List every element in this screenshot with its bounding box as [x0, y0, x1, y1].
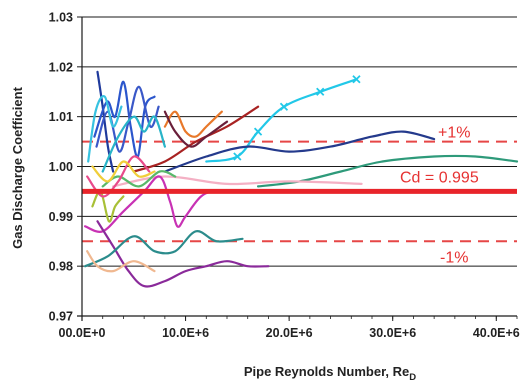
annotations: +1% Cd = 0.995 -1%	[400, 125, 479, 267]
series-line	[101, 115, 166, 173]
series-5	[101, 115, 166, 173]
cd-value-label: Cd = 0.995	[400, 169, 479, 186]
series-18	[101, 170, 177, 188]
x-tick-label: 30.0E+6	[369, 326, 416, 340]
series-7	[132, 105, 260, 173]
series-16	[86, 250, 156, 273]
x-axis-title: Pipe Reynolds Number, ReD	[244, 364, 416, 383]
y-tick-label: 1.01	[49, 110, 73, 124]
series-line	[112, 175, 363, 188]
x-marker	[279, 102, 289, 111]
series-line	[163, 130, 436, 173]
series-20	[91, 160, 156, 183]
x-tick-label: 10.0E+6	[162, 326, 209, 340]
plus-one-percent-label: +1%	[438, 125, 470, 142]
series-8	[163, 110, 229, 148]
y-tick-label: 1.03	[49, 11, 73, 25]
series-6	[163, 110, 223, 138]
x-marker	[233, 152, 242, 161]
y-tick-label: 0.99	[49, 210, 73, 224]
series-10	[163, 130, 436, 173]
series-line	[87, 95, 123, 163]
series-4	[87, 95, 123, 163]
series-line	[91, 160, 156, 183]
y-axis-title: Gas Discharge Coefficient	[10, 86, 25, 248]
series-line	[96, 220, 270, 288]
series-line	[86, 250, 156, 273]
x-tick-label: 20.0E+6	[266, 326, 313, 340]
x-tick-label: 00.0E+0	[59, 326, 106, 340]
minus-one-percent-label: -1%	[440, 249, 468, 266]
series-15	[84, 230, 244, 268]
x-axis-title-main: Pipe Reynolds Number, Re	[244, 364, 409, 379]
series-12	[112, 175, 363, 188]
series-line	[84, 230, 244, 268]
x-marker	[253, 127, 263, 136]
tolerance-lines	[82, 140, 517, 243]
x-marker	[316, 87, 325, 96]
series-1	[96, 70, 115, 173]
x-marker	[352, 75, 361, 84]
x-axis-title-subscript: D	[409, 372, 416, 383]
series-line	[163, 110, 229, 148]
series-line	[96, 70, 115, 173]
y-tick-label: 1.02	[49, 60, 73, 74]
series-9	[205, 75, 361, 163]
y-tick-label: 0.98	[49, 260, 73, 274]
series-line	[163, 110, 223, 138]
series-14	[96, 220, 270, 288]
x-tick-label: 40.0E+6	[473, 326, 520, 340]
y-tick-label: 1.00	[49, 160, 73, 174]
series-line	[205, 78, 358, 163]
series-line	[101, 170, 177, 188]
axes	[77, 16, 518, 321]
series-line	[132, 105, 260, 173]
data-series	[84, 70, 519, 288]
y-tick-labels: 0.97 0.98 0.99 1.00 1.01 1.02 1.03	[49, 11, 73, 324]
x-tick-labels: 00.0E+0 10.0E+6 20.0E+6 30.0E+6 40.0E+6	[59, 326, 520, 340]
y-tick-label: 0.97	[49, 310, 73, 324]
